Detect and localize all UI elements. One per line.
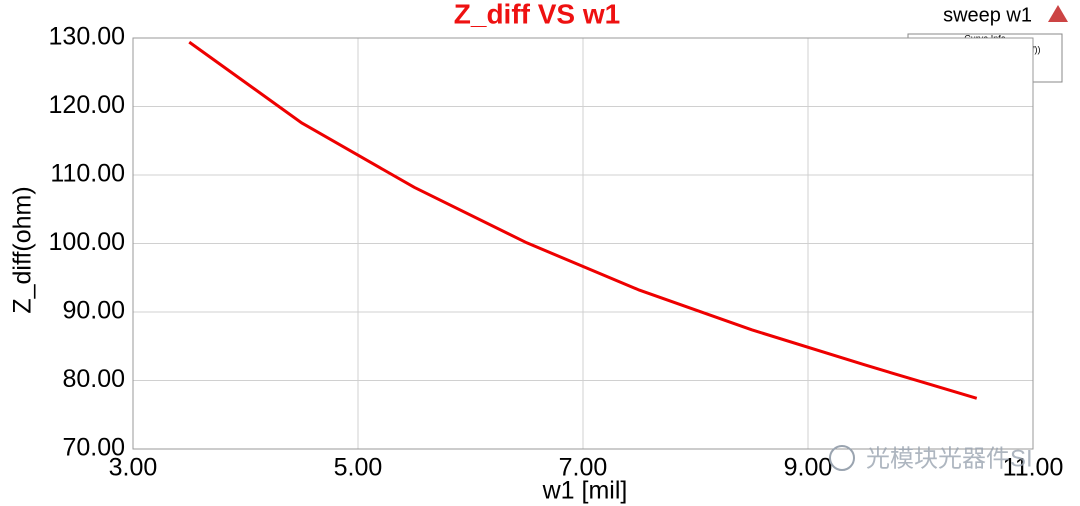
watermark: 光模块光器件SI xyxy=(866,445,1033,472)
subtitle: sweep w1 xyxy=(943,4,1032,26)
watermark-icon xyxy=(829,445,855,471)
y-axis-label: Z_diff(ohm) xyxy=(9,186,37,313)
y-tick-label: 110.00 xyxy=(50,160,125,188)
x-tick-label: 11.00 xyxy=(1003,454,1064,482)
y-tick-label: 90.00 xyxy=(62,297,125,325)
y-tick-label: 80.00 xyxy=(62,365,125,393)
y-tick-label: 70.00 xyxy=(62,434,125,462)
data-line xyxy=(188,40,978,400)
x-axis-label: w1 [mil] xyxy=(542,477,628,505)
chart-title: Z_diff VS w1 xyxy=(454,0,620,29)
x-tick-label: 9.00 xyxy=(784,454,833,482)
x-tick-label: 7.00 xyxy=(559,454,608,482)
y-tick-label: 120.00 xyxy=(49,91,125,119)
x-tick-label: 3.00 xyxy=(109,454,158,482)
y-tick-label: 130.00 xyxy=(49,23,125,51)
logo xyxy=(1048,5,1068,22)
y-tick-label: 100.00 xyxy=(49,228,125,256)
logo-shape xyxy=(1048,5,1068,22)
x-tick-label: 5.00 xyxy=(334,454,383,482)
plot-border xyxy=(132,37,1034,450)
